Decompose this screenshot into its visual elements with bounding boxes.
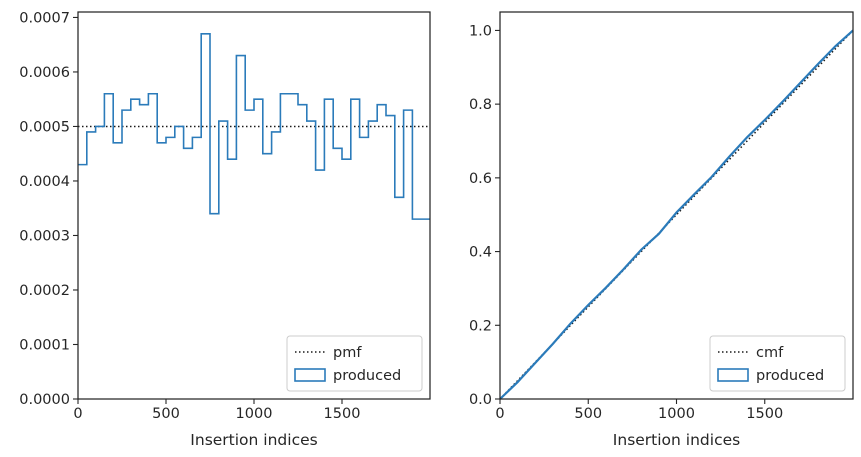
y-tick-label: 0.0007 xyxy=(19,10,70,26)
y-tick-label: 0.0001 xyxy=(19,337,70,353)
legend-box xyxy=(709,335,846,392)
x-axis-title: Insertion indices xyxy=(613,431,740,449)
x-tick-label: 1500 xyxy=(324,406,361,422)
y-tick-label: 0.0002 xyxy=(19,283,70,299)
y-tick-label: 0.6 xyxy=(469,171,492,187)
y-tick-label: 0.2 xyxy=(469,318,492,334)
x-tick-label: 0 xyxy=(73,406,82,422)
x-tick-label: 1500 xyxy=(746,406,783,422)
x-tick-label: 1000 xyxy=(658,406,695,422)
y-tick-label: 0.0003 xyxy=(19,228,70,244)
y-tick-label: 1.0 xyxy=(469,23,492,39)
legend-label-produced: produced xyxy=(333,368,401,384)
y-tick-label: 0.4 xyxy=(469,245,492,261)
legend-box xyxy=(286,335,423,392)
legend-label-cmf: cmf xyxy=(756,345,784,361)
x-tick-label: 500 xyxy=(152,406,180,422)
series-produced-cumulative xyxy=(499,29,854,400)
y-tick-label: 0.0006 xyxy=(19,65,70,81)
x-tick-label: 0 xyxy=(495,406,504,422)
series-produced-histogram xyxy=(78,33,430,220)
legend-label-pmf: pmf xyxy=(333,345,362,361)
cmf-panel: 0 500 1000 1500 0.0 0.2 0.4 0.6 0.8 1.0 Insertion … xyxy=(469,11,854,449)
y-tick-label: 0.0 xyxy=(469,392,492,408)
y-tick-label: 0.8 xyxy=(469,97,492,113)
x-axis-title: Insertion indices xyxy=(190,431,317,449)
y-tick-label: 0.0005 xyxy=(19,119,70,135)
y-tick-label: 0.0000 xyxy=(19,392,70,408)
legend-label-produced: produced xyxy=(756,368,824,384)
x-tick-label: 1000 xyxy=(236,406,273,422)
x-tick-label: 500 xyxy=(574,406,602,422)
pmf-panel: 0 500 1000 1500 0.0000 0.0001 0.0002 0.0003 0.00… xyxy=(19,10,431,449)
legend-swatch-produced xyxy=(717,368,749,382)
legend-swatch-produced xyxy=(294,368,326,382)
y-tick-label: 0.0004 xyxy=(19,174,70,190)
